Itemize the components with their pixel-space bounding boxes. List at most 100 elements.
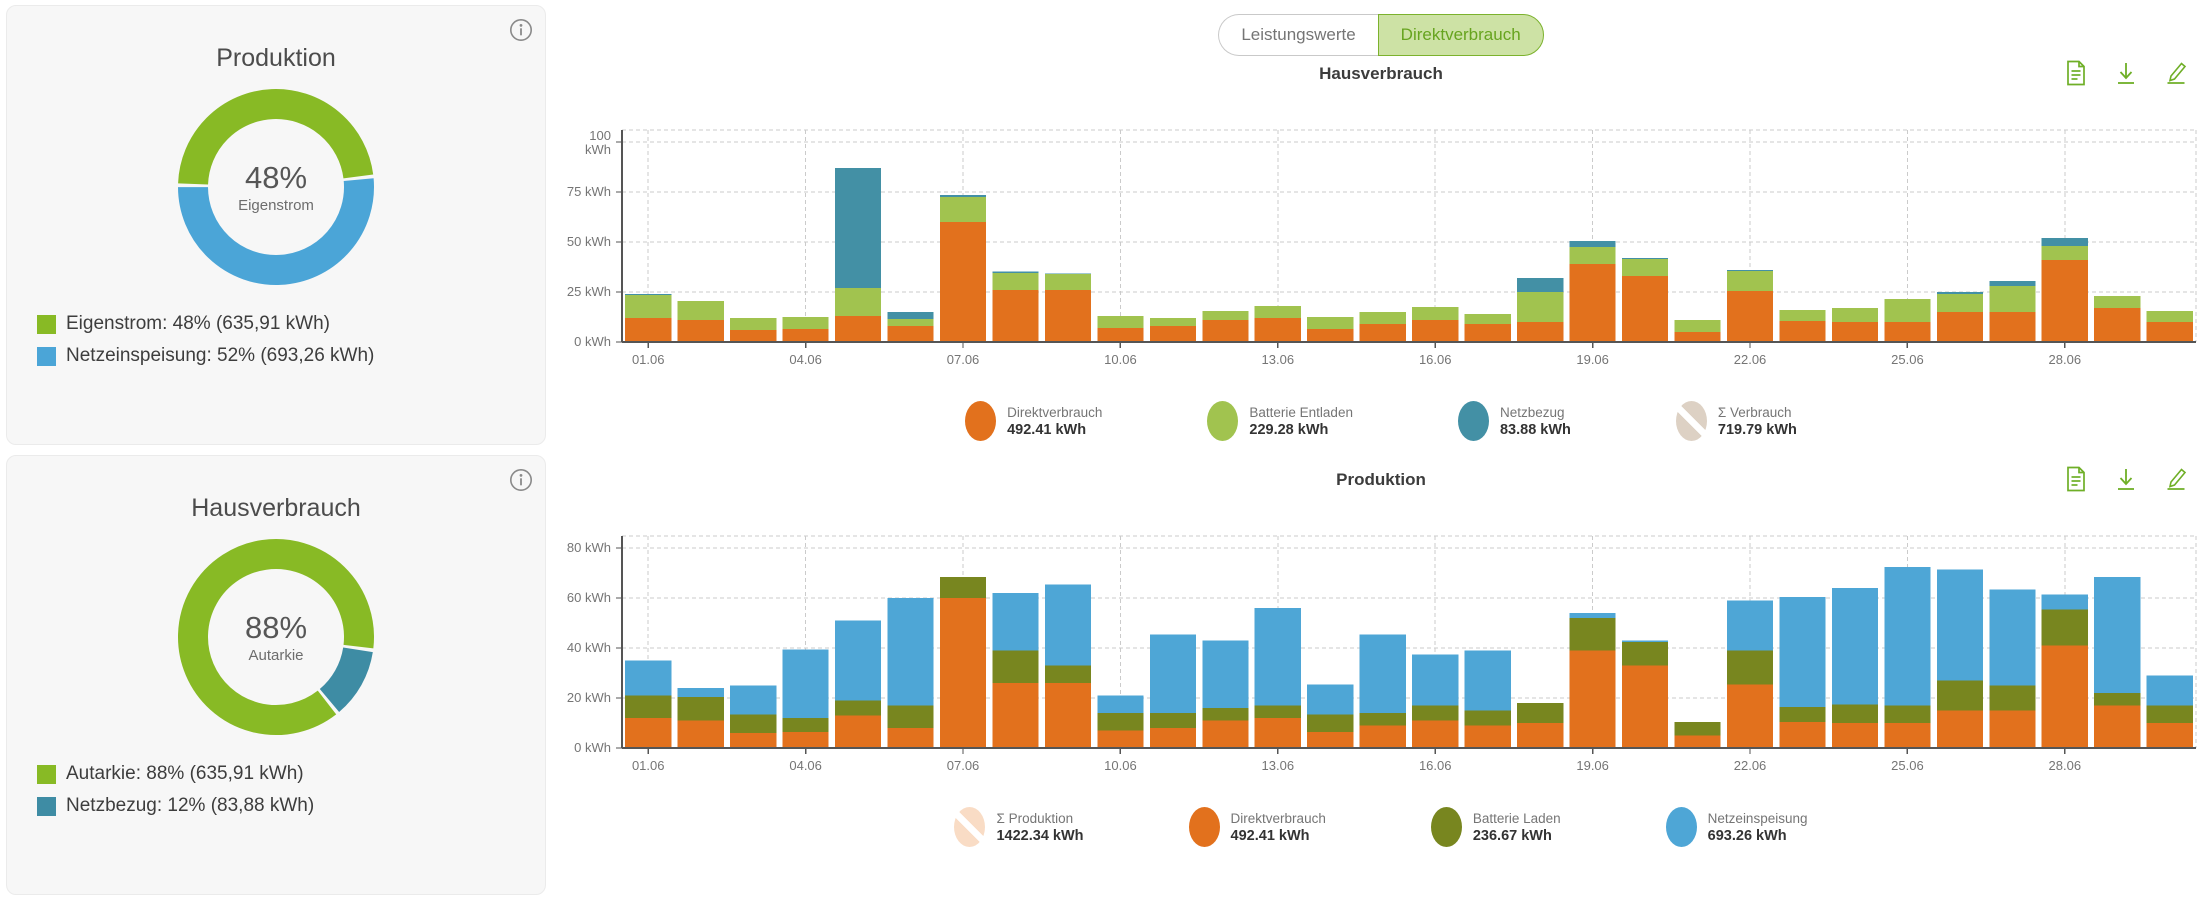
series-legend-item[interactable]: Σ Verbrauch 719.79 kWh bbox=[1675, 401, 1797, 441]
series-swatch bbox=[1457, 401, 1489, 441]
svg-text:75 kWh: 75 kWh bbox=[567, 184, 611, 199]
edit-icon[interactable] bbox=[2164, 60, 2188, 86]
production-summary-card: Produktion 48% Eigenstrom Eigenstrom: 48… bbox=[6, 5, 546, 445]
svg-text:16.06: 16.06 bbox=[1419, 352, 1452, 367]
toggle-leistungswerte[interactable]: Leistungswerte bbox=[1218, 14, 1378, 56]
svg-text:25.06: 25.06 bbox=[1891, 758, 1924, 773]
series-swatch bbox=[1188, 807, 1220, 847]
series-legend-item[interactable]: Batterie Entladen 229.28 kWh bbox=[1207, 401, 1353, 441]
chart-title: Produktion bbox=[1336, 470, 1426, 489]
produktion-chart-block: Produktion 0 kWh 20 kWh 40 kWh 60 kWh 80 kWh… bbox=[552, 466, 2210, 856]
svg-text:19.06: 19.06 bbox=[1576, 758, 1609, 773]
series-total: 719.79 kWh bbox=[1717, 421, 1797, 438]
produktion-chart-legend: Σ Produktion 1422.34 kWh Direktverbrauch 49… bbox=[552, 798, 2210, 856]
series-legend-item[interactable]: Σ Produktion 1422.34 kWh bbox=[954, 807, 1084, 847]
series-swatch bbox=[1207, 401, 1239, 441]
svg-text:25 kWh: 25 kWh bbox=[567, 284, 611, 299]
series-name: Netzbezug bbox=[1499, 404, 1565, 420]
eigenstrom-swatch bbox=[37, 314, 56, 334]
svg-text:50 kWh: 50 kWh bbox=[567, 234, 611, 249]
series-legend-item[interactable]: Direktverbrauch 492.41 kWh bbox=[1188, 807, 1326, 847]
series-total: 236.67 kWh bbox=[1472, 827, 1552, 844]
svg-text:04.06: 04.06 bbox=[789, 758, 822, 773]
series-total: 1422.34 kWh bbox=[996, 827, 1084, 844]
svg-text:04.06: 04.06 bbox=[789, 352, 822, 367]
series-total: 492.41 kWh bbox=[1007, 421, 1087, 438]
svg-text:0 kWh: 0 kWh bbox=[574, 740, 611, 755]
svg-text:60 kWh: 60 kWh bbox=[567, 590, 611, 605]
legend-item-autarkie: Autarkie: 88% (635,91 kWh) bbox=[37, 763, 545, 785]
series-swatch bbox=[1665, 807, 1697, 847]
hausverbrauch-chart-block: Hausverbrauch 0 kWh 25 kWh 50 kWh 75 kWh 100… bbox=[552, 60, 2210, 450]
view-toggle: Leistungswerte Direktverbrauch bbox=[552, 14, 2210, 56]
edit-icon[interactable] bbox=[2164, 466, 2188, 492]
report-icon[interactable] bbox=[2064, 60, 2088, 86]
series-swatch-disabled bbox=[954, 807, 986, 847]
hausverbrauch-chart-legend: Direktverbrauch 492.41 kWh Batterie Entlad… bbox=[552, 392, 2210, 450]
svg-text:10.06: 10.06 bbox=[1104, 352, 1137, 367]
svg-text:20 kWh: 20 kWh bbox=[567, 690, 611, 705]
series-name: Batterie Entladen bbox=[1249, 404, 1353, 420]
info-icon[interactable] bbox=[509, 468, 533, 492]
svg-text:07.06: 07.06 bbox=[947, 352, 980, 367]
svg-text:80 kWh: 80 kWh bbox=[567, 540, 611, 555]
series-swatch-disabled bbox=[1675, 401, 1707, 441]
svg-text:28.06: 28.06 bbox=[2049, 758, 2082, 773]
svg-text:40 kWh: 40 kWh bbox=[567, 640, 611, 655]
production-donut-chart[interactable]: 48% Eigenstrom bbox=[176, 87, 376, 287]
legend-item-netzeinspeisung: Netzeinspeisung: 52% (693,26 kWh) bbox=[37, 345, 545, 367]
svg-text:16.06: 16.06 bbox=[1419, 758, 1452, 773]
series-name: Σ Produktion bbox=[996, 810, 1074, 826]
series-name: Direktverbrauch bbox=[1007, 404, 1103, 420]
svg-text:13.06: 13.06 bbox=[1262, 352, 1295, 367]
svg-text:13.06: 13.06 bbox=[1262, 758, 1295, 773]
card-legend: Autarkie: 88% (635,91 kWh) Netzbezug: 12… bbox=[37, 763, 545, 817]
svg-text:22.06: 22.06 bbox=[1734, 758, 1767, 773]
series-name: Σ Verbrauch bbox=[1717, 404, 1792, 420]
netzbezug-swatch bbox=[37, 796, 56, 816]
card-title: Produktion bbox=[216, 44, 336, 72]
chart-title: Hausverbrauch bbox=[1319, 64, 1443, 83]
svg-text:01.06: 01.06 bbox=[632, 758, 665, 773]
legend-item-netzbezug: Netzbezug: 12% (83,88 kWh) bbox=[37, 795, 545, 817]
report-icon[interactable] bbox=[2064, 466, 2088, 492]
series-name: Direktverbrauch bbox=[1230, 810, 1326, 826]
svg-text:25.06: 25.06 bbox=[1891, 352, 1924, 367]
series-legend-item[interactable]: Batterie Laden 236.67 kWh bbox=[1430, 807, 1561, 847]
consumption-summary-card: Hausverbrauch 88% Autarkie Autarkie: 88%… bbox=[6, 455, 546, 895]
card-legend: Eigenstrom: 48% (635,91 kWh) Netzeinspei… bbox=[37, 313, 545, 367]
series-legend-item[interactable]: Netzbezug 83.88 kWh bbox=[1457, 401, 1571, 441]
svg-text:19.06: 19.06 bbox=[1576, 352, 1609, 367]
download-icon[interactable] bbox=[2114, 60, 2138, 86]
chart-toolbar bbox=[2064, 60, 2188, 86]
series-total: 693.26 kWh bbox=[1707, 827, 1787, 844]
series-name: Netzeinspeisung bbox=[1707, 810, 1808, 826]
netzeinspeisung-swatch bbox=[37, 346, 56, 366]
legend-item-eigenstrom: Eigenstrom: 48% (635,91 kWh) bbox=[37, 313, 545, 335]
svg-text:10.06: 10.06 bbox=[1104, 758, 1137, 773]
svg-text:28.06: 28.06 bbox=[2049, 352, 2082, 367]
svg-text:01.06: 01.06 bbox=[632, 352, 665, 367]
series-total: 492.41 kWh bbox=[1230, 827, 1310, 844]
series-swatch bbox=[965, 401, 997, 441]
consumption-donut-chart[interactable]: 88% Autarkie bbox=[176, 537, 376, 737]
chart-toolbar bbox=[2064, 466, 2188, 492]
series-total: 229.28 kWh bbox=[1249, 421, 1329, 438]
card-title: Hausverbrauch bbox=[191, 494, 361, 522]
autarkie-swatch bbox=[37, 764, 56, 784]
info-icon[interactable] bbox=[509, 18, 533, 42]
series-swatch bbox=[1430, 807, 1462, 847]
download-icon[interactable] bbox=[2114, 466, 2138, 492]
svg-text:22.06: 22.06 bbox=[1734, 352, 1767, 367]
series-legend-item[interactable]: Netzeinspeisung 693.26 kWh bbox=[1665, 807, 1808, 847]
charts-column: Leistungswerte Direktverbrauch Hausverbr… bbox=[552, 0, 2210, 907]
svg-text:07.06: 07.06 bbox=[947, 758, 980, 773]
produktion-bar-chart[interactable]: 0 kWh 20 kWh 40 kWh 60 kWh 80 kWh 01.06 04.06 0… bbox=[552, 496, 2202, 792]
hausverbrauch-bar-chart[interactable]: 0 kWh 25 kWh 50 kWh 75 kWh 100 kWh 01.06 04.06 0… bbox=[552, 90, 2202, 386]
series-name: Batterie Laden bbox=[1472, 810, 1561, 826]
summary-cards-column: Produktion 48% Eigenstrom Eigenstrom: 48… bbox=[0, 0, 552, 907]
series-legend-item[interactable]: Direktverbrauch 492.41 kWh bbox=[965, 401, 1102, 441]
toggle-direktverbrauch[interactable]: Direktverbrauch bbox=[1377, 14, 1544, 56]
